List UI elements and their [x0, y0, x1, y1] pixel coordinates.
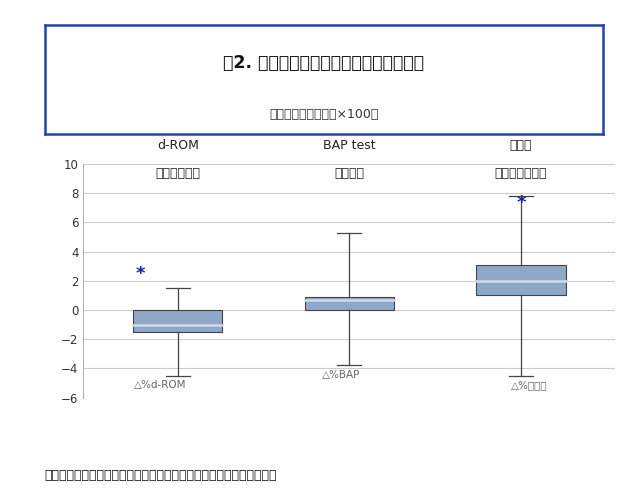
Text: 酸化ストレス: 酸化ストレス: [155, 167, 200, 180]
Text: △%修正比: △%修正比: [512, 380, 548, 390]
Bar: [133, 310, 222, 332]
Text: 修正比: 修正比: [510, 139, 532, 152]
Text: *: *: [516, 194, 526, 212]
Text: BAP test: BAP test: [323, 139, 376, 152]
Text: 図2. 鍼と酸化バランス防御系（変化率）: 図2. 鍼と酸化バランス防御系（変化率）: [223, 54, 424, 72]
Bar: [476, 265, 565, 295]
Text: （鍼施行後／施行前×100）: （鍼施行後／施行前×100）: [269, 108, 378, 121]
Text: △%d-ROM: △%d-ROM: [135, 380, 187, 390]
Text: △%BAP: △%BAP: [322, 370, 360, 380]
Text: 抗酸化力: 抗酸化力: [335, 167, 364, 180]
Text: 対象全体では、鍼により、酸化ストレスは低減し、修正は増加した。: 対象全体では、鍼により、酸化ストレスは低減し、修正は増加した。: [45, 469, 278, 482]
Text: d-ROM: d-ROM: [157, 139, 199, 152]
Bar: [304, 297, 394, 310]
Text: *: *: [135, 264, 145, 282]
Text: 潜在的抗酸化力: 潜在的抗酸化力: [495, 167, 547, 180]
